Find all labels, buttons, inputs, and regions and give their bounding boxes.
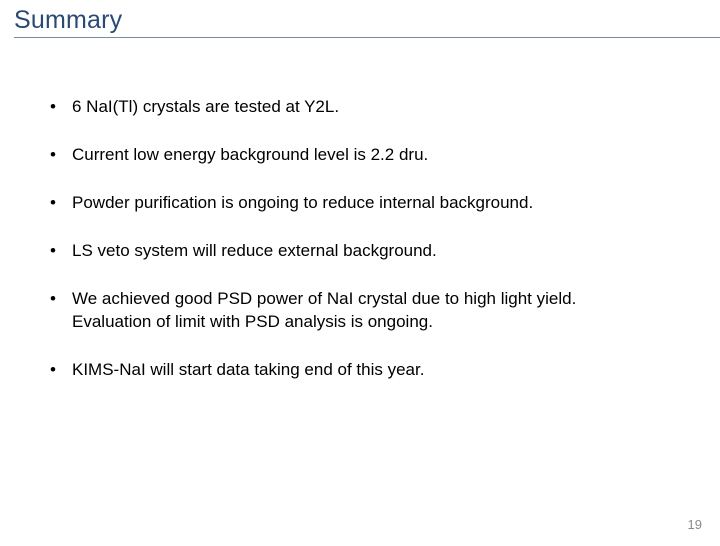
list-item: Powder purification is ongoing to reduce…: [50, 192, 680, 215]
list-item: Current low energy background level is 2…: [50, 144, 680, 167]
page-number: 19: [688, 517, 702, 532]
title-underline: Summary: [14, 6, 720, 38]
slide: Summary 6 NaI(Tl) crystals are tested at…: [0, 6, 720, 546]
slide-title: Summary: [14, 6, 720, 35]
list-item: We achieved good PSD power of NaI crysta…: [50, 288, 680, 334]
list-item: KIMS-NaI will start data taking end of t…: [50, 359, 680, 382]
list-item: LS veto system will reduce external back…: [50, 240, 680, 263]
list-item: 6 NaI(Tl) crystals are tested at Y2L.: [50, 96, 680, 119]
bullet-list: 6 NaI(Tl) crystals are tested at Y2L. Cu…: [50, 96, 680, 382]
